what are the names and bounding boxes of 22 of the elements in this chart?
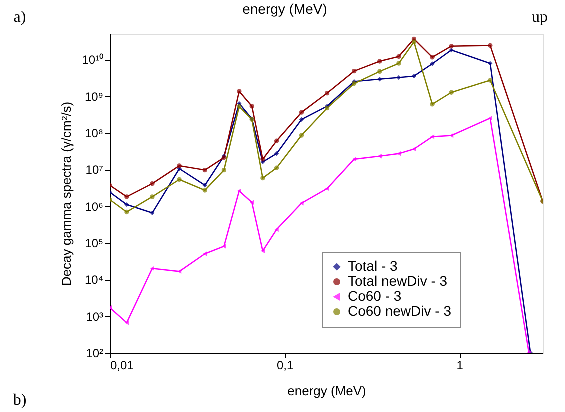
y-tick-label: 10⁷	[86, 163, 104, 178]
y-tick-label: 10⁵	[85, 236, 104, 250]
y-tick-label: 10³	[86, 310, 104, 324]
y-tick-label: 10⁸	[85, 126, 104, 140]
y-tick-label: 10¹⁰	[82, 53, 104, 68]
text: up	[532, 9, 548, 26]
x-tick-label: 0,01	[110, 358, 134, 372]
text: a)	[14, 9, 26, 26]
x-tick-label: 0,1	[276, 358, 294, 372]
legend-label: Co60 - 3	[348, 288, 402, 304]
x-axis-title: energy (MeV)	[288, 384, 366, 398]
y-axis-title: Decay gamma spectra (γ/cm²/s)	[59, 102, 74, 286]
legend-label: Total - 3	[348, 258, 398, 274]
y-tick-label: 10⁹	[85, 90, 104, 104]
legend-label: Total newDiv - 3	[348, 273, 448, 289]
y-tick-label: 10⁶	[85, 200, 104, 214]
y-tick-label: 10²	[86, 346, 104, 360]
y-tick-label: 10⁴	[84, 273, 104, 288]
text: b)	[13, 392, 27, 409]
legend-label: Co60 newDiv - 3	[348, 303, 452, 319]
x-tick-label: 1	[456, 358, 464, 372]
text: energy (MeV)	[242, 1, 328, 17]
